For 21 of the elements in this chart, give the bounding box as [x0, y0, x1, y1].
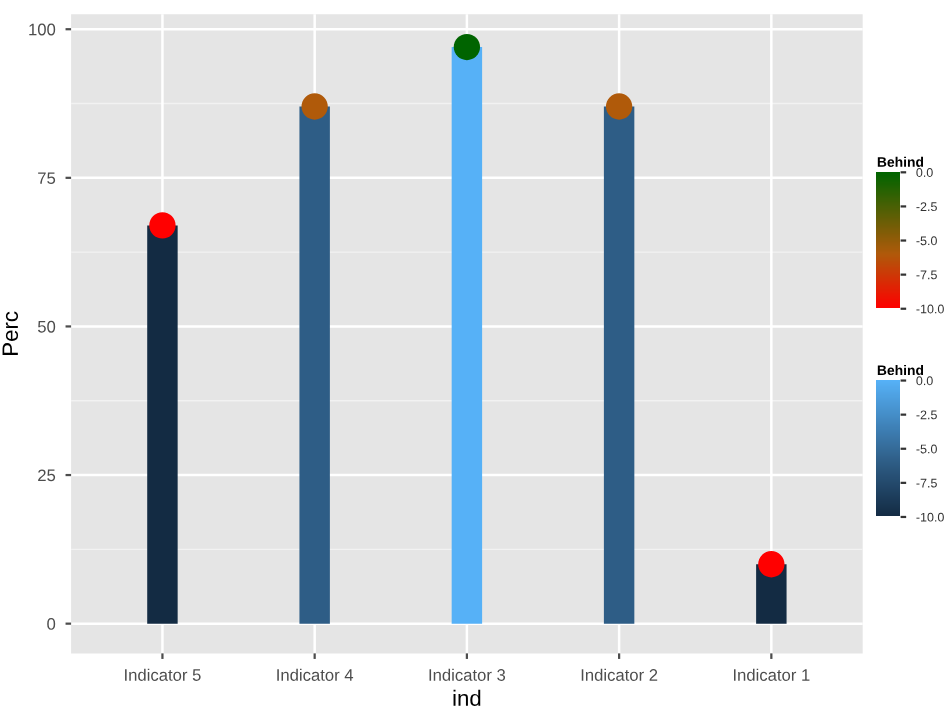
bar [451, 47, 483, 624]
point [301, 93, 328, 120]
y-tick-label: 50 [37, 320, 56, 333]
y-tick-label: 25 [38, 469, 56, 482]
x-tick-label: Indicator 3 [429, 668, 506, 681]
y-tick-label: 0 [47, 618, 56, 630]
point [149, 212, 176, 239]
bar [147, 225, 178, 624]
x-tick-label: Indicator 1 [733, 668, 810, 681]
x-tick-label: Indicator 4 [277, 668, 354, 681]
x-tick-label: Indicator 2 [581, 668, 658, 681]
bar [603, 106, 635, 624]
bar [299, 106, 330, 624]
y-tick-label: 75 [38, 172, 56, 185]
point [453, 33, 481, 61]
x-axis-title: ind [453, 689, 481, 707]
y-tick-label: 100 [29, 23, 56, 36]
point [605, 93, 633, 120]
y-axis-title: Perc [2, 311, 19, 355]
x-tick-label: Indicator 5 [125, 668, 201, 681]
point [758, 551, 785, 578]
